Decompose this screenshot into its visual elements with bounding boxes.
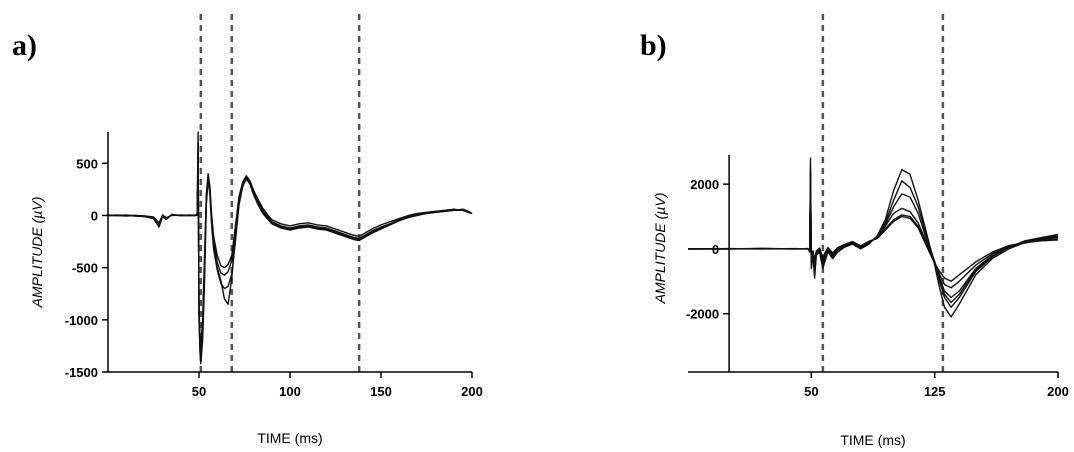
y-tick-label: -1500 (65, 365, 98, 380)
x-tick-label: 50 (804, 384, 818, 399)
y-axis-title-b: AMPLITUDE (µV) (652, 193, 668, 305)
y-tick-label: -1000 (65, 313, 98, 328)
x-tick-label: 200 (1047, 384, 1069, 399)
trace-line-2 (687, 167, 1059, 308)
y-tick-label: -500 (72, 261, 98, 276)
y-tick-label: 500 (76, 156, 98, 171)
trace-line-4 (687, 183, 1059, 289)
x-axis-title-a: TIME (ms) (257, 430, 322, 446)
trace-line-6 (687, 170, 1059, 304)
y-axis-title-a: AMPLITUDE (µV) (29, 197, 45, 309)
panel-a: a) 500 0 -500 -1000 -1500 50 100 150 200 TIME (m… (12, 14, 483, 446)
x-tick-label: 150 (370, 384, 392, 399)
x-tick-label: 200 (461, 384, 483, 399)
trace-line-1 (108, 131, 473, 352)
panel-b-label: b) (640, 29, 667, 62)
y-tick-label: -2000 (686, 307, 719, 322)
trace-line-2 (107, 152, 473, 365)
x-tick-label: 100 (279, 384, 301, 399)
panel-a-label: a) (12, 29, 37, 62)
trace-line-4 (108, 141, 473, 357)
trace-line-3 (107, 162, 473, 347)
trace-line-3 (688, 177, 1059, 299)
trace-line-5 (688, 189, 1059, 282)
y-tick-label: 2000 (690, 177, 719, 192)
y-tick-label: 0 (91, 208, 98, 223)
trace-line-1 (688, 157, 1059, 318)
x-axis-title-b: TIME (ms) (840, 432, 905, 448)
x-tick-label: 50 (192, 384, 206, 399)
plot-a: 500 0 -500 -1000 -1500 50 100 150 200 (65, 14, 483, 399)
x-tick-label: 125 (924, 384, 946, 399)
